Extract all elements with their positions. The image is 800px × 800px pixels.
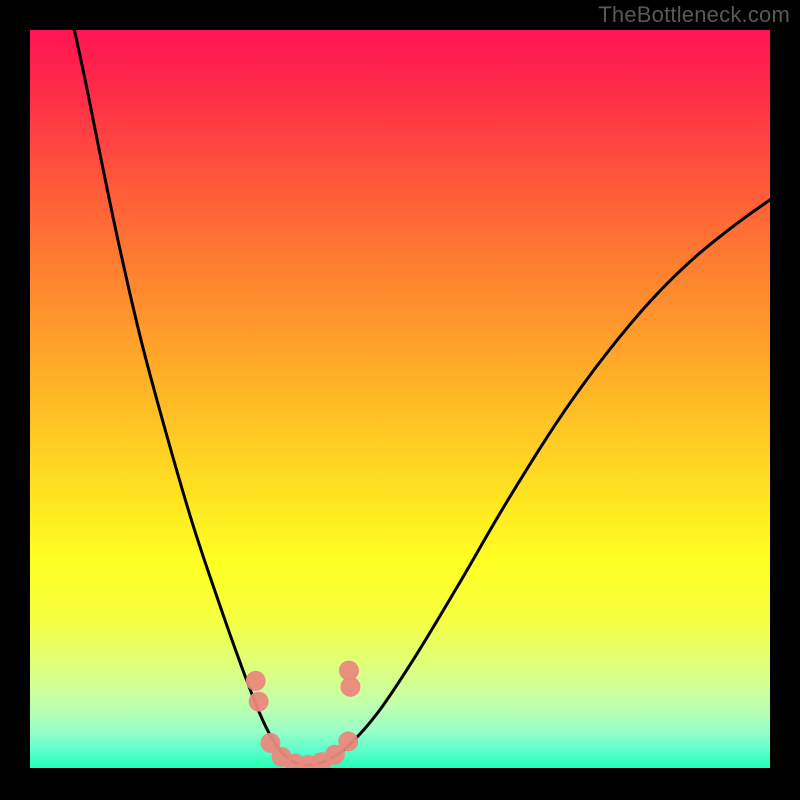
valley-marker [246,671,266,691]
valley-marker [338,731,358,751]
chart-frame: TheBottleneck.com [0,0,800,800]
chart-background [30,30,770,768]
watermark-text: TheBottleneck.com [598,2,790,28]
bottleneck-chart-svg [30,30,770,768]
valley-marker [249,692,269,712]
plot-area [30,30,770,768]
valley-marker [339,661,359,681]
